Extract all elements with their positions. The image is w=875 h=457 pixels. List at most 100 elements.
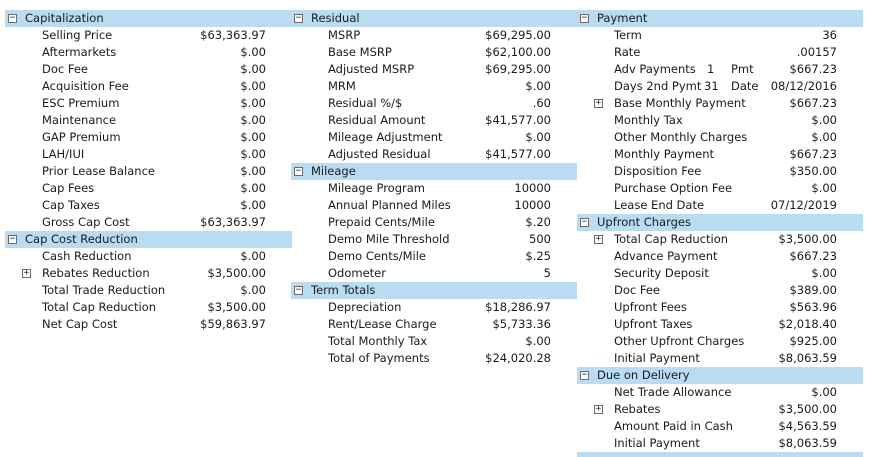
row-other-upfront-charges: Other Upfront Charges $925.00	[577, 333, 863, 350]
section-header-mileage[interactable]: − Mileage	[291, 163, 577, 180]
collapse-icon[interactable]: −	[294, 13, 303, 23]
row-label: Prior Lease Balance	[42, 164, 155, 178]
row-value: 500	[529, 232, 551, 246]
row-label: LAH/IUI	[42, 147, 85, 161]
row-residual-amount: Residual Amount $41,577.00	[291, 112, 577, 129]
date-label: Date	[731, 79, 759, 93]
row-label: Residual Amount	[328, 113, 426, 127]
row-gross-cap-cost: Gross Cap Cost $63,363.97	[5, 214, 292, 231]
row-value: $.00	[240, 113, 266, 127]
cap-cost-reduction-rows: Cash Reduction $.00 + Rebates Reduction $3,…	[5, 248, 292, 333]
row-initial-payment: Initial Payment $8,063.59	[577, 435, 863, 452]
pmt-label: Pmt	[731, 62, 754, 76]
row-label: Security Deposit	[614, 266, 709, 280]
expand-icon[interactable]: +	[22, 268, 31, 278]
residual-rows: MSRP $69,295.00 Base MSRP $62,100.00 Adjus…	[291, 27, 577, 163]
collapse-icon[interactable]: −	[580, 370, 589, 380]
row-value: $3,500.00	[207, 300, 266, 314]
days-count: 31	[704, 79, 719, 93]
row-label: Total of Payments	[328, 351, 430, 365]
row-value: 10000	[514, 198, 551, 212]
expand-icon[interactable]: +	[594, 98, 603, 108]
row-label: Cap Taxes	[42, 198, 100, 212]
collapse-icon[interactable]: −	[580, 13, 589, 23]
row-initial-payment: Initial Payment $8,063.59	[577, 350, 863, 367]
row-value: $3,500.00	[778, 232, 837, 246]
row-label: Annual Planned Miles	[328, 198, 451, 212]
adv-payments-count: 1	[707, 62, 715, 76]
row-value: $18,286.97	[485, 300, 551, 314]
row-rate: Rate .00157	[577, 44, 863, 61]
row-label: Total Monthly Tax	[328, 334, 428, 348]
row-label: Other Monthly Charges	[614, 130, 748, 144]
section-header-partial[interactable]	[577, 452, 863, 457]
collapse-icon[interactable]: −	[8, 234, 17, 244]
row-value: $3,500.00	[778, 402, 837, 416]
column-capitalization: − Capitalization Selling Price $63,363.97…	[5, 10, 292, 333]
row-demo-cents-mile: Demo Cents/Mile $.25	[291, 248, 577, 265]
row-cash-reduction: Cash Reduction $.00	[5, 248, 292, 265]
row-label: Upfront Taxes	[614, 317, 693, 331]
section-header-payment[interactable]: − Payment	[577, 10, 863, 27]
expand-icon[interactable]: +	[594, 404, 603, 414]
row-upfront-fees: Upfront Fees $563.96	[577, 299, 863, 316]
collapse-icon[interactable]: −	[294, 285, 303, 295]
section-header-term-totals[interactable]: − Term Totals	[291, 282, 577, 299]
row-value: $.00	[525, 79, 551, 93]
expand-icon[interactable]: +	[594, 234, 603, 244]
upfront-charges-rows: + Total Cap Reduction $3,500.00 Advance Pa…	[577, 231, 863, 367]
row-rebates[interactable]: + Rebates $3,500.00	[577, 401, 863, 418]
row-base-monthly-payment[interactable]: + Base Monthly Payment $667.23	[577, 95, 863, 112]
row-value: $41,577.00	[485, 147, 551, 161]
row-monthly-payment: Monthly Payment $667.23	[577, 146, 863, 163]
due-on-delivery-rows: Net Trade Allowance $.00 + Rebates $3,500.0…	[577, 384, 863, 452]
row-label: Rate	[614, 45, 641, 59]
row-value: $.00	[525, 334, 551, 348]
collapse-icon[interactable]: −	[8, 13, 17, 23]
row-value: $.00	[811, 266, 837, 280]
section-header-due-on-delivery[interactable]: − Due on Delivery	[577, 367, 863, 384]
section-title: Cap Cost Reduction	[25, 232, 138, 246]
row-total-cap-reduction[interactable]: + Total Cap Reduction $3,500.00	[577, 231, 863, 248]
row-residual-percent: Residual %/$ .60	[291, 95, 577, 112]
row-label: Mileage Program	[328, 181, 425, 195]
row-rebates-reduction[interactable]: + Rebates Reduction $3,500.00	[5, 265, 292, 282]
row-adjusted-msrp: Adjusted MSRP $69,295.00	[291, 61, 577, 78]
row-mrm: MRM $.00	[291, 78, 577, 95]
row-days-2nd-pymt: Days 2nd Pymt 31 Date 08/12/2016	[577, 78, 863, 95]
row-label: ESC Premium	[42, 96, 120, 110]
row-label: Cash Reduction	[42, 249, 132, 263]
row-label: Doc Fee	[42, 62, 89, 76]
row-label: Monthly Payment	[614, 147, 715, 161]
row-value: $.20	[525, 215, 551, 229]
row-value: .00157	[796, 45, 837, 59]
section-title: Payment	[597, 11, 648, 25]
row-net-trade-allowance: Net Trade Allowance $.00	[577, 384, 863, 401]
row-label: Term	[614, 28, 642, 42]
section-header-upfront-charges[interactable]: − Upfront Charges	[577, 214, 863, 231]
row-value: 10000	[514, 181, 551, 195]
row-annual-planned-miles: Annual Planned Miles 10000	[291, 197, 577, 214]
row-label: Cap Fees	[42, 181, 95, 195]
row-value: 5	[543, 266, 551, 280]
row-doc-fee: Doc Fee $389.00	[577, 282, 863, 299]
section-header-capitalization[interactable]: − Capitalization	[5, 10, 292, 27]
collapse-icon[interactable]: −	[294, 166, 303, 176]
row-value: $.00	[240, 147, 266, 161]
row-total-cap-reduction: Total Cap Reduction $3,500.00	[5, 299, 292, 316]
row-value: $925.00	[789, 334, 837, 348]
section-header-residual[interactable]: − Residual	[291, 10, 577, 27]
row-value: $.00	[240, 164, 266, 178]
row-label: MRM	[328, 79, 356, 93]
section-title: Due on Delivery	[597, 368, 690, 382]
row-value: $63,363.97	[200, 28, 266, 42]
row-value: $.00	[240, 181, 266, 195]
row-label: Rebates	[614, 402, 661, 416]
row-label: Amount Paid in Cash	[614, 419, 733, 433]
section-header-cap-cost-reduction[interactable]: − Cap Cost Reduction	[5, 231, 292, 248]
collapse-icon[interactable]: −	[580, 217, 589, 227]
row-label: Doc Fee	[614, 283, 661, 297]
row-value: $2,018.40	[778, 317, 837, 331]
row-value: $69,295.00	[485, 28, 551, 42]
row-msrp: MSRP $69,295.00	[291, 27, 577, 44]
